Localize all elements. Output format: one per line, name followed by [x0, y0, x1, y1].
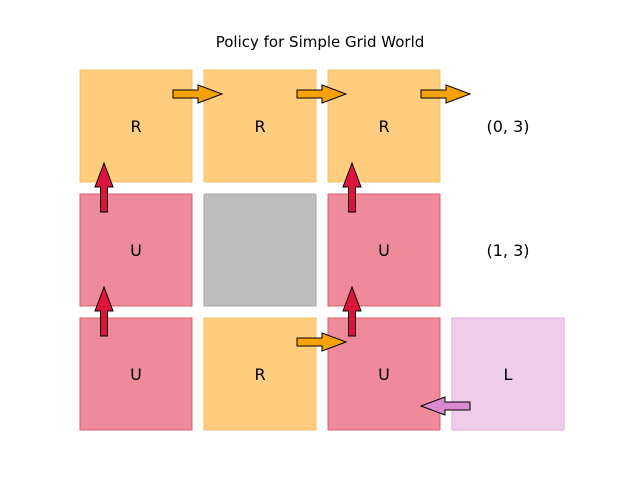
policy-cell: [451, 317, 565, 431]
policy-cell: [79, 193, 193, 307]
up-arrow: [342, 285, 362, 337]
up-arrow: [342, 161, 362, 213]
policy-cell: [79, 317, 193, 431]
left-arrow: [419, 396, 471, 416]
cell-action-label: R: [378, 117, 389, 136]
right-arrow: [296, 332, 348, 352]
cell-action-label: L: [504, 365, 513, 384]
policy-cell: [327, 317, 441, 431]
cell-action-label: R: [130, 117, 141, 136]
cell-action-label: R: [254, 365, 265, 384]
cell-action-label: U: [130, 365, 142, 384]
policy-cell: [327, 193, 441, 307]
policy-cell: [327, 69, 441, 183]
cell-action-label: U: [378, 241, 390, 260]
cells-layer: [79, 69, 565, 431]
wall-cell: [203, 193, 317, 307]
diagram-title: Policy for Simple Grid World: [215, 33, 425, 51]
right-arrow: [420, 84, 472, 104]
arrows-layer: [94, 84, 472, 416]
labels-layer: R R R U U U R U L (0, 3) (1, 3): [130, 117, 529, 384]
policy-cell: [203, 69, 317, 183]
up-arrow: [94, 285, 114, 337]
terminal-state-label: (0, 3): [486, 117, 529, 136]
policy-cell: [79, 69, 193, 183]
terminal-state-label: (1, 3): [486, 241, 529, 260]
cell-action-label: U: [378, 365, 390, 384]
policy-cell: [203, 317, 317, 431]
cell-action-label: U: [130, 241, 142, 260]
up-arrow: [94, 161, 114, 213]
right-arrow: [296, 84, 348, 104]
right-arrow: [172, 84, 224, 104]
cell-action-label: R: [254, 117, 265, 136]
